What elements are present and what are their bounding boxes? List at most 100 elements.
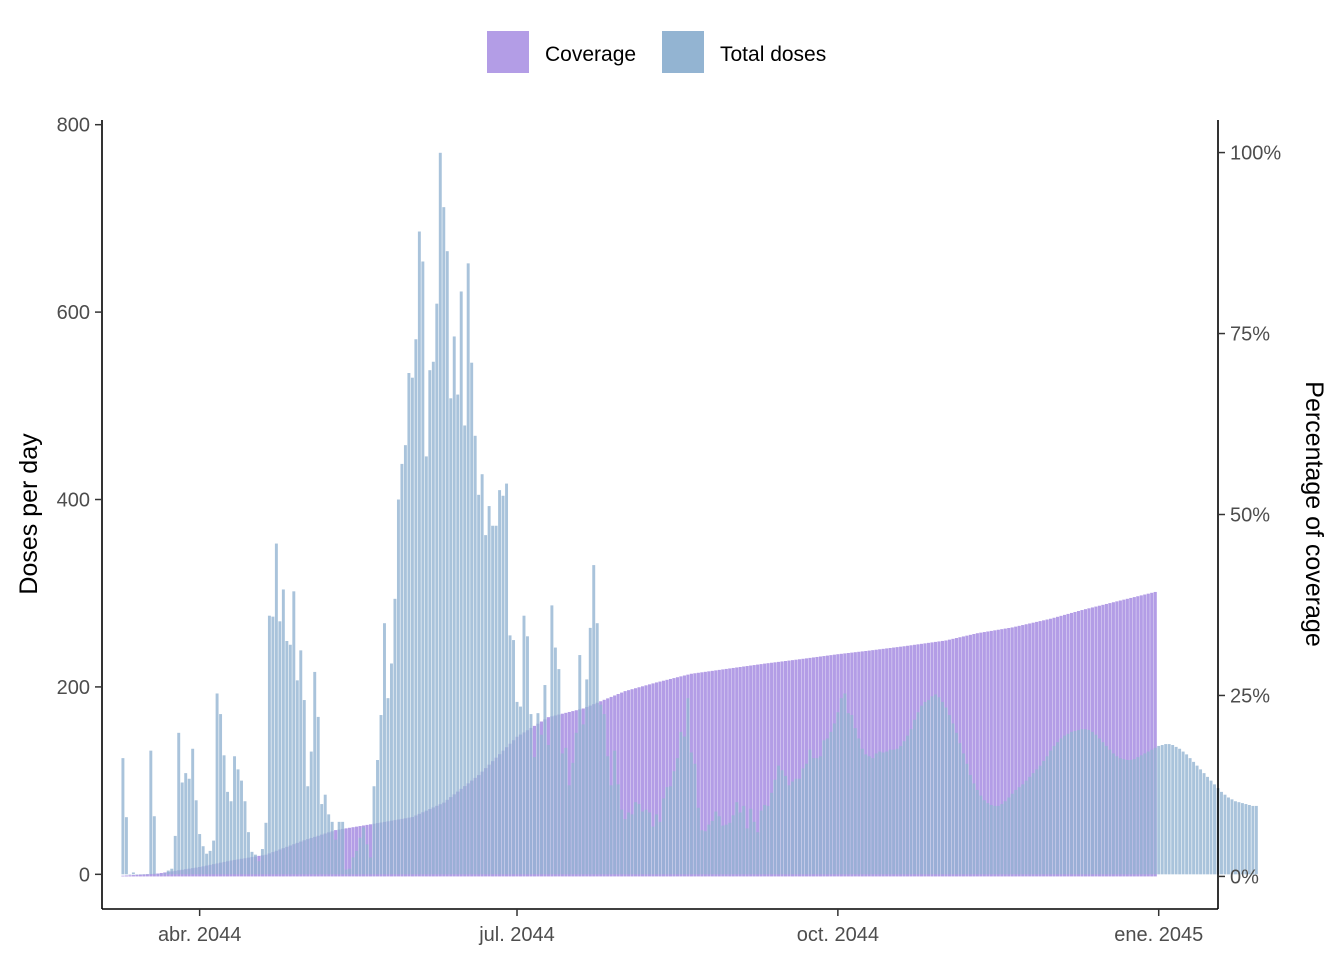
dose-bar: [777, 765, 781, 875]
dose-bar: [1014, 789, 1018, 875]
dose-bar: [1087, 730, 1091, 875]
dose-bar: [1164, 744, 1168, 875]
dose-bar: [187, 778, 191, 875]
dose-bar: [864, 754, 868, 875]
dose-bar: [853, 728, 857, 875]
dose-bar: [1247, 804, 1251, 875]
dose-bar: [365, 844, 369, 875]
dose-bar: [972, 783, 976, 875]
coverage-bar: [637, 687, 641, 877]
coverage-bar: [1129, 597, 1133, 877]
legend-label-total-doses: Total doses: [720, 43, 826, 66]
dose-bar: [634, 802, 638, 875]
dose-bar: [253, 854, 257, 875]
dose-bar: [1108, 749, 1112, 875]
dose-bar: [906, 735, 910, 875]
dose-bar: [243, 801, 247, 875]
dose-bar: [470, 362, 474, 875]
dose-bar: [302, 700, 306, 875]
dose-bar: [529, 714, 533, 875]
dose-bar: [1122, 759, 1126, 875]
dose-bar: [320, 804, 324, 875]
dose-bar: [539, 734, 543, 875]
dose-bar: [1094, 734, 1098, 875]
coverage-bar: [145, 874, 149, 877]
dose-bar: [1111, 753, 1115, 875]
coverage-bar: [1101, 604, 1105, 877]
dose-bar: [149, 750, 153, 875]
dose-bar: [309, 751, 313, 875]
dose-bar: [675, 758, 679, 875]
dose-bar: [920, 705, 924, 875]
dose-bar: [682, 736, 686, 875]
dose-bar: [1237, 802, 1241, 875]
coverage-bar: [640, 686, 645, 877]
dose-bar: [1003, 801, 1007, 875]
dose-bar: [592, 565, 596, 875]
dose-bar: [456, 394, 460, 875]
dose-bar: [1017, 787, 1021, 875]
dose-bar: [571, 762, 575, 875]
dose-bar: [968, 775, 972, 875]
dose-bar: [606, 756, 610, 875]
dose-bar: [316, 716, 320, 875]
dose-bar: [278, 621, 282, 875]
dose-bar: [731, 815, 735, 875]
dose-bar: [1038, 765, 1042, 875]
dose-bar: [578, 655, 582, 875]
dose-bar: [1139, 755, 1143, 875]
dose-bar: [948, 715, 951, 875]
dose-bar: [669, 786, 672, 875]
coverage-bar: [766, 663, 770, 877]
coverage-bar: [128, 875, 132, 877]
coverage-bar: [965, 635, 969, 877]
coverage-bar: [1111, 602, 1115, 877]
dose-bar: [1150, 749, 1154, 875]
dose-bar: [323, 794, 327, 875]
dose-bar: [274, 543, 278, 875]
dose-bar: [240, 780, 243, 875]
coverage-bar: [1045, 619, 1049, 877]
dose-bar: [899, 745, 903, 875]
dose-bar: [512, 640, 515, 875]
dose-bar: [700, 830, 704, 875]
dose-bar: [1188, 758, 1192, 875]
coverage-bar: [1136, 596, 1140, 877]
coverage-bar: [979, 632, 983, 877]
dose-bar: [644, 809, 648, 875]
coverage-bar: [1042, 620, 1046, 877]
right-tick-label: 25%: [1230, 685, 1270, 707]
left-axis-title: Doses per day: [15, 433, 43, 595]
coverage-bar: [996, 629, 1000, 877]
dose-bar: [679, 731, 683, 875]
dose-bar: [233, 756, 236, 875]
dose-bar: [738, 812, 742, 875]
dose-bar: [348, 868, 352, 875]
dose-bar: [532, 757, 536, 875]
dose-bar: [763, 804, 767, 875]
right-axis-title: Percentage of coverage: [1300, 381, 1328, 646]
dose-bar: [595, 623, 599, 875]
dose-bar: [1021, 784, 1025, 875]
x-tick-label: ene. 2045: [1114, 924, 1203, 946]
dose-bar: [560, 753, 564, 875]
dose-bar: [717, 816, 721, 875]
dose-bar: [177, 732, 181, 875]
dose-bar: [508, 635, 512, 875]
dose-bar: [403, 445, 407, 875]
dose-bar: [867, 756, 871, 875]
dose-bar: [264, 822, 268, 875]
coverage-bar: [623, 691, 627, 877]
dose-bar: [724, 824, 728, 875]
coverage-bar: [647, 684, 652, 877]
dose-bar: [414, 339, 418, 875]
dose-bar: [648, 812, 651, 875]
dose-bar: [201, 846, 205, 875]
coverage-bar: [790, 660, 795, 877]
coverage-bar: [627, 690, 631, 877]
dose-bar: [212, 840, 216, 875]
dose-bar: [1104, 745, 1108, 875]
dose-bar: [791, 781, 794, 875]
dose-bar: [941, 701, 944, 875]
left-tick-label: 200: [57, 677, 90, 699]
